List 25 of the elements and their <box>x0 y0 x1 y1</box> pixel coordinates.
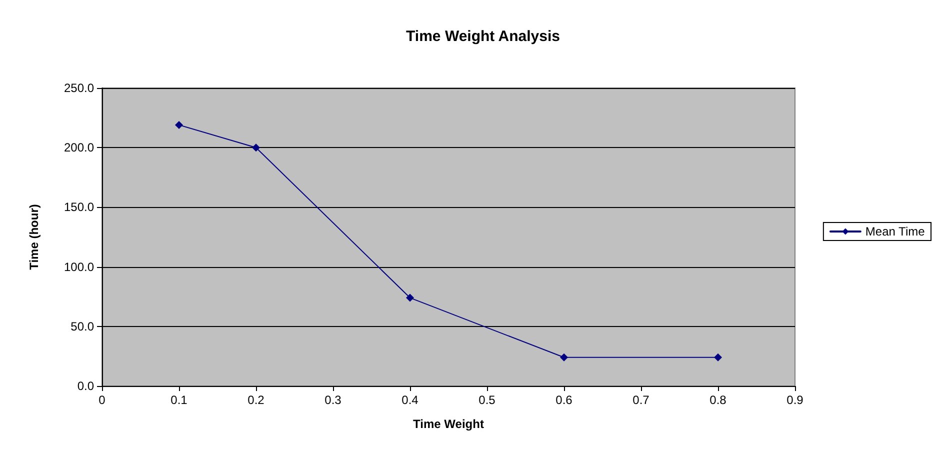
y-tick-label: 200.0 <box>64 140 94 155</box>
y-tick-label: 100.0 <box>64 260 94 274</box>
x-tick-label: 0.3 <box>324 393 342 407</box>
y-axis-title: Time (hour) <box>27 204 41 270</box>
x-tick-label: 0 <box>98 393 106 407</box>
x-tick-label: 0.5 <box>478 393 496 407</box>
point <box>175 120 183 129</box>
y-tick-label: 50.0 <box>70 319 94 334</box>
x-tick-label: 0.9 <box>786 393 804 407</box>
x-tick-label: 0.2 <box>248 393 265 407</box>
point <box>406 294 414 302</box>
point <box>252 144 260 152</box>
x-tick-label: 0.1 <box>170 393 188 407</box>
y-tick-label: 250.0 <box>64 81 94 95</box>
x-tick-label: 0.4 <box>402 393 419 407</box>
y-tick-label: 150.0 <box>64 200 94 214</box>
x-axis-title: Time Weight <box>413 417 484 431</box>
y-tick-label: 0.0 <box>77 379 94 393</box>
legend-label: Mean Time <box>865 224 926 238</box>
point <box>560 353 568 362</box>
chart-title: Time Weight Analysis <box>406 28 560 45</box>
x-tick-label: 0.6 <box>556 393 573 407</box>
x-tick-label: 0.8 <box>710 393 727 407</box>
point <box>714 353 722 362</box>
x-tick-label: 0.7 <box>632 393 650 407</box>
